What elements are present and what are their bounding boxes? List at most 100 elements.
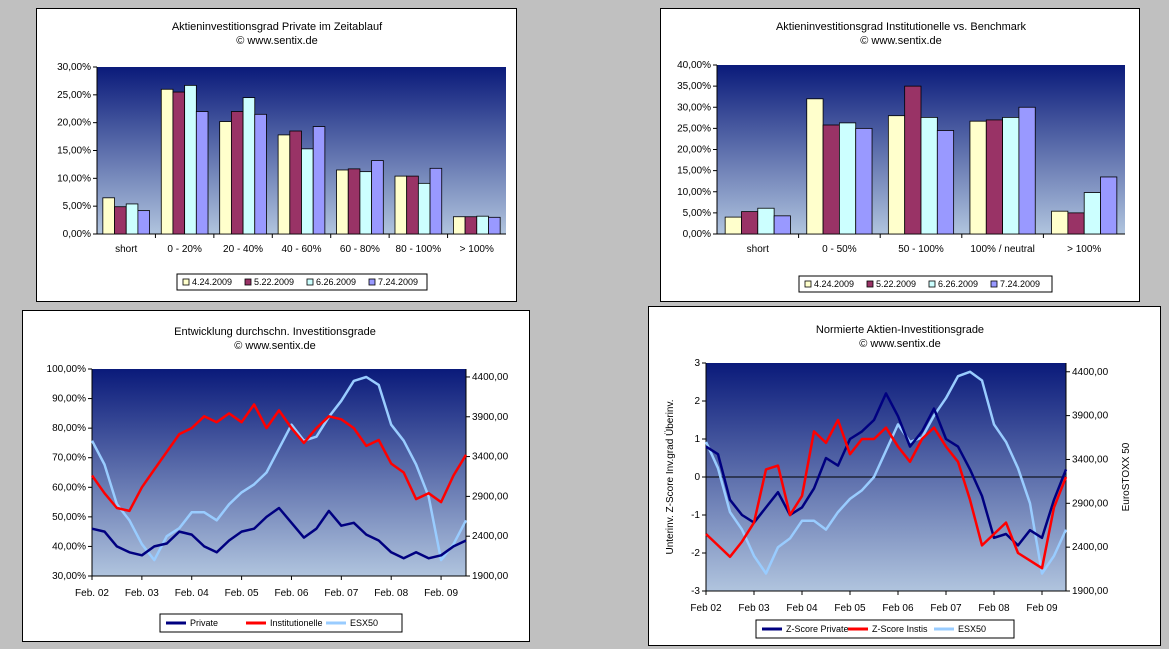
legend-label: 5.22.2009 <box>876 279 916 289</box>
bar <box>453 216 466 235</box>
bar <box>289 130 302 235</box>
chart-panel-entwicklung: Entwicklung durchschn. Investitionsgrade… <box>22 310 530 642</box>
y-tick-label: 60,00% <box>52 482 86 493</box>
bar <box>1018 106 1036 235</box>
x-tick-label: 20 - 40% <box>223 244 263 255</box>
bar <box>969 120 987 235</box>
y2-tick-label: 2900,00 <box>1072 498 1109 509</box>
chart-title: Normierte Aktien-Investitionsgrade <box>816 324 984 336</box>
y-tick-label: 80,00% <box>52 423 86 434</box>
x-tick-label: 60 - 80% <box>340 244 380 255</box>
chart-entwicklung-svg: Entwicklung durchschn. Investitionsgrade… <box>47 326 509 633</box>
legend-swatch <box>990 280 998 288</box>
x-tick-label: Feb. 07 <box>324 588 358 599</box>
x-tick-label: 80 - 100% <box>396 244 442 255</box>
y2-tick-label: 1900,00 <box>1072 586 1109 597</box>
x-tick-label: Feb. 04 <box>175 588 209 599</box>
y-tick-label: 40,00% <box>677 60 711 71</box>
bar <box>347 168 361 235</box>
chart-subtitle: © www.sentix.de <box>234 340 315 352</box>
y2-tick-label: 4400,00 <box>472 372 509 383</box>
legend-label: Z-Score Instis <box>872 624 928 634</box>
y-tick-label: -1 <box>691 510 700 521</box>
chart-subtitle: © www.sentix.de <box>860 35 941 47</box>
y-tick-label: 30,00% <box>52 571 86 582</box>
x-tick-label: Feb. 05 <box>225 588 259 599</box>
x-tick-label: Feb. 02 <box>75 588 109 599</box>
x-tick-label: 40 - 60% <box>281 244 321 255</box>
chart-panel-private: Aktieninvestitionsgrad Private im Zeitab… <box>36 8 517 302</box>
y2-tick-label: 3400,00 <box>1072 454 1109 465</box>
bar <box>757 207 775 235</box>
bar <box>102 197 115 235</box>
bar <box>184 84 197 235</box>
x-tick-label: Feb 04 <box>786 603 818 614</box>
chart-title: Entwicklung durchschn. Investitionsgrade <box>174 326 376 338</box>
chart-private-svg: Aktieninvestitionsgrad Private im Zeitab… <box>57 21 506 291</box>
x-tick-label: Feb 05 <box>834 603 866 614</box>
bar <box>1002 116 1020 235</box>
bar <box>336 169 349 235</box>
bar <box>1083 192 1101 235</box>
y-tick-label: 100,00% <box>47 364 87 375</box>
bar <box>904 85 922 235</box>
y-tick-label: 70,00% <box>52 453 86 464</box>
bar <box>887 115 906 235</box>
y2-tick-label: 3900,00 <box>1072 411 1109 422</box>
bar <box>219 121 232 235</box>
bar <box>855 127 873 235</box>
y-tick-label: 40,00% <box>52 541 86 552</box>
y-tick-label: 30,00% <box>677 102 711 113</box>
x-tick-label: Feb 08 <box>978 603 1010 614</box>
y-tick-label: 25,00% <box>57 90 91 101</box>
y2-tick-label: 2400,00 <box>1072 542 1109 553</box>
bar <box>476 215 489 235</box>
x-tick-label: short <box>747 244 769 255</box>
y-axis-label: Unterinv. Z-Score Inv.grad Überinv. <box>664 399 676 554</box>
x-tick-label: > 100% <box>1067 244 1101 255</box>
y2-tick-label: 3400,00 <box>472 452 509 463</box>
bar <box>464 216 478 235</box>
y-tick-label: 3 <box>694 358 700 369</box>
chart-title: Aktieninvestitionsgrad Private im Zeitab… <box>172 21 383 33</box>
x-tick-label: short <box>115 244 137 255</box>
legend-label: 4.24.2009 <box>814 279 854 289</box>
bar <box>741 211 759 235</box>
bar <box>822 124 840 235</box>
legend-swatch <box>244 278 252 286</box>
legend-label: Z-Score Private <box>786 624 849 634</box>
bar <box>920 116 938 235</box>
x-tick-label: Feb. 09 <box>424 588 458 599</box>
bar <box>242 97 256 235</box>
y-tick-label: 90,00% <box>52 394 86 405</box>
legend-box <box>176 273 428 291</box>
legend-label: Private <box>190 618 218 628</box>
x-tick-label: 0 - 50% <box>822 244 857 255</box>
legend-box <box>159 613 403 633</box>
series-line <box>90 403 468 513</box>
legend-label: 7.24.2009 <box>378 277 418 287</box>
legend-swatch <box>368 278 376 286</box>
y-tick-label: 25,00% <box>677 123 711 134</box>
y-tick-label: -3 <box>691 586 700 597</box>
y-tick-label: 50,00% <box>52 512 86 523</box>
x-tick-label: Feb. 03 <box>125 588 159 599</box>
legend-label: Institutionelle <box>270 618 323 628</box>
legend-label: ESX50 <box>350 618 378 628</box>
legend-swatch <box>182 278 190 286</box>
bar <box>417 182 431 235</box>
x-tick-label: 0 - 20% <box>167 244 202 255</box>
bar <box>936 130 955 235</box>
legend-label: 4.24.2009 <box>192 277 232 287</box>
bar <box>429 167 443 235</box>
y-tick-label: 1 <box>694 434 700 445</box>
legend-label: 6.26.2009 <box>938 279 978 289</box>
y2-axis-label: EuroSTOXX 50 <box>1121 442 1132 511</box>
bar <box>195 111 209 235</box>
legend-box <box>755 619 1015 639</box>
y2-tick-label: 1900,00 <box>472 571 509 582</box>
bar <box>773 215 791 235</box>
y2-tick-label: 2400,00 <box>472 531 509 542</box>
y-tick-label: 10,00% <box>57 173 91 184</box>
x-tick-label: 100% / neutral <box>970 244 1035 255</box>
